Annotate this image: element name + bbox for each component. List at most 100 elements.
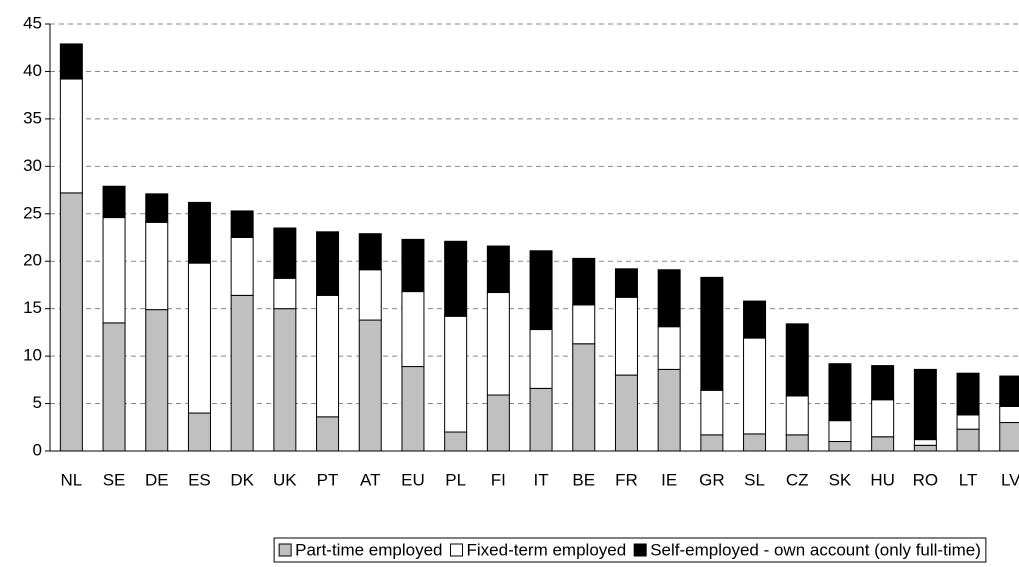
x-tick-label: IE	[661, 470, 677, 489]
bar-segment	[700, 276, 724, 391]
bar-segment	[102, 185, 126, 219]
x-tick-label: UK	[273, 470, 297, 489]
bar-segment	[785, 323, 809, 397]
legend-label: Fixed-term employed	[467, 540, 627, 559]
bar-segment	[145, 221, 169, 311]
x-tick-label: DE	[145, 470, 169, 489]
bar-segment	[59, 192, 83, 452]
x-tick-label: SK	[829, 470, 852, 489]
x-tick-label: RO	[913, 470, 939, 489]
bar-segment	[913, 444, 937, 452]
legend-swatch	[450, 543, 464, 557]
y-tick-label: 10	[23, 346, 42, 365]
x-tick-label: LV	[1001, 470, 1019, 489]
x-tick-label: LT	[959, 470, 978, 489]
x-tick-label: NL	[60, 470, 82, 489]
bar-segment	[913, 368, 937, 441]
bar-segment	[145, 309, 169, 452]
bar-segment	[572, 257, 596, 306]
bar-segment	[102, 217, 126, 324]
y-tick-label: 45	[23, 13, 42, 32]
bar-segment	[828, 363, 852, 422]
bar-segment	[316, 294, 340, 418]
bar-segment	[273, 308, 297, 452]
x-tick-label: FR	[615, 470, 638, 489]
bar-segment	[871, 399, 895, 438]
bar-segment	[828, 420, 852, 443]
bar-segment	[59, 78, 83, 194]
bar-segment	[828, 441, 852, 452]
bar-segment	[657, 368, 681, 452]
y-tick-label: 15	[23, 298, 42, 317]
bar-segment	[187, 201, 211, 264]
x-tick-label: PT	[317, 470, 339, 489]
bar-segment	[700, 434, 724, 452]
bar-segment	[871, 436, 895, 452]
bar-segment	[572, 343, 596, 452]
bar-segment	[401, 366, 425, 452]
legend-box	[273, 537, 987, 563]
x-tick-label: AT	[360, 470, 380, 489]
bar-segment	[956, 372, 980, 416]
bar-segment	[700, 389, 724, 436]
bar-segment	[614, 296, 638, 376]
legend-label: Part-time employed	[295, 540, 442, 559]
bar-segment	[743, 337, 767, 435]
x-tick-label: ES	[188, 470, 211, 489]
bar-segment	[529, 387, 553, 452]
bar-segment	[358, 233, 382, 271]
x-tick-label: FI	[491, 470, 506, 489]
bar-segment	[785, 395, 809, 436]
y-tick-label: 5	[33, 393, 42, 412]
bar-segment	[273, 277, 297, 310]
bar-segment	[657, 269, 681, 328]
legend-label: Self-employed - own account (only full-t…	[650, 540, 981, 559]
bar-segment	[358, 269, 382, 321]
bar-segment	[486, 245, 510, 294]
bar-segment	[999, 422, 1019, 452]
x-tick-label: DK	[230, 470, 254, 489]
bar-segment	[316, 231, 340, 296]
y-tick-label: 35	[23, 108, 42, 127]
x-tick-label: PL	[445, 470, 466, 489]
x-tick-label: GR	[699, 470, 725, 489]
bar-segment	[230, 210, 254, 238]
bar-segment	[316, 416, 340, 452]
bar-segment	[230, 294, 254, 452]
x-tick-label: SE	[103, 470, 126, 489]
legend-swatch	[633, 543, 647, 557]
bar-segment	[145, 193, 169, 223]
bar-segment	[956, 414, 980, 430]
y-tick-label: 20	[23, 251, 42, 270]
bar-segment	[401, 238, 425, 293]
bar-segment	[529, 250, 553, 331]
bar-segment	[230, 237, 254, 296]
bar-segment	[999, 375, 1019, 407]
x-tick-label: BE	[572, 470, 595, 489]
bar-segment	[486, 292, 510, 396]
bar-segment	[871, 365, 895, 401]
bar-segment	[401, 291, 425, 368]
bar-segment	[187, 412, 211, 452]
x-tick-label: CZ	[786, 470, 809, 489]
bar-segment	[529, 329, 553, 389]
bar-segment	[444, 315, 468, 433]
y-tick-label: 25	[23, 203, 42, 222]
bar-segment	[273, 227, 297, 279]
x-tick-label: IT	[533, 470, 548, 489]
bar-segment	[59, 43, 83, 80]
y-tick-label: 30	[23, 156, 42, 175]
bar-segment	[444, 431, 468, 452]
y-tick-label: 0	[33, 440, 42, 459]
x-tick-label: HU	[870, 470, 895, 489]
x-tick-label: SL	[744, 470, 765, 489]
bar-segment	[102, 322, 126, 452]
bar-segment	[614, 374, 638, 452]
bar-segment	[358, 319, 382, 452]
x-tick-label: EU	[401, 470, 425, 489]
bar-segment	[743, 300, 767, 339]
bar-segment	[999, 405, 1019, 424]
bar-segment	[743, 433, 767, 452]
bar-segment	[614, 268, 638, 298]
